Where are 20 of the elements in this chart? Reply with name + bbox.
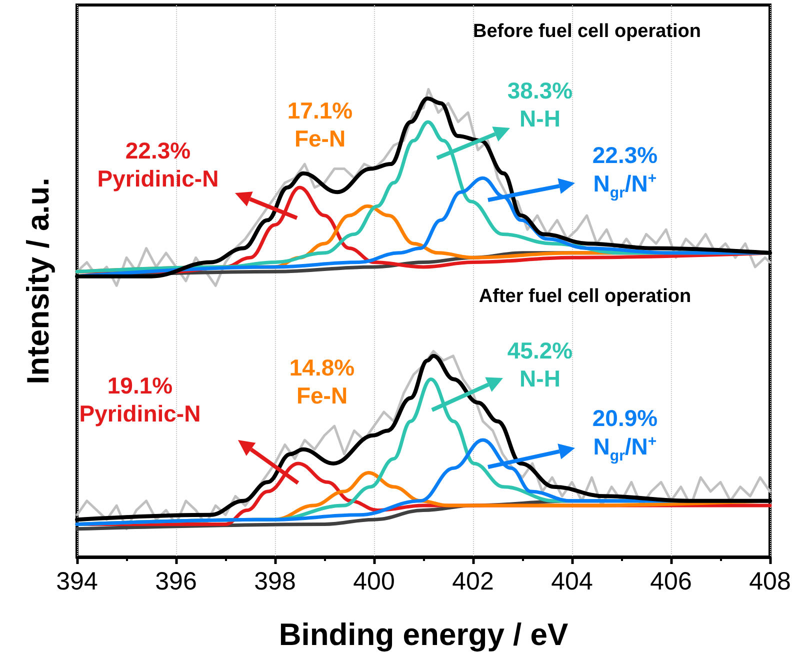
- annotation: 19.1% Pyridinic-N: [79, 372, 201, 428]
- annotation: 22.3% Pyridinic-N: [97, 137, 219, 193]
- annotation: 45.2% N-H: [507, 337, 573, 393]
- x-tick-label: 406: [650, 568, 692, 596]
- x-tick-label: 404: [551, 568, 593, 596]
- x-axis-title: Binding energy / eV: [278, 617, 569, 652]
- y-axis-title: Intensity / a.u.: [20, 178, 56, 384]
- x-tick-label: 396: [155, 568, 197, 596]
- annotation: 17.1% Fe-N: [287, 97, 353, 153]
- x-tick-label: 408: [749, 568, 791, 596]
- x-tick-label: 398: [254, 568, 296, 596]
- annotation: 14.8% Fe-N: [289, 354, 355, 410]
- annotation: 22.3% N$_{gr}$/N$^{+}$: [592, 142, 658, 202]
- x-tick-label: 400: [353, 568, 395, 596]
- annotation: After fuel cell operation: [478, 286, 692, 308]
- annotation: 20.9% N$_{gr}$/N$^{+}$: [592, 405, 658, 465]
- text: Before fuel cell operation: [472, 21, 702, 43]
- x-tick-label: 394: [56, 568, 98, 596]
- x-tick-label: 402: [452, 568, 494, 596]
- annotation: 38.3% N-H: [507, 77, 573, 133]
